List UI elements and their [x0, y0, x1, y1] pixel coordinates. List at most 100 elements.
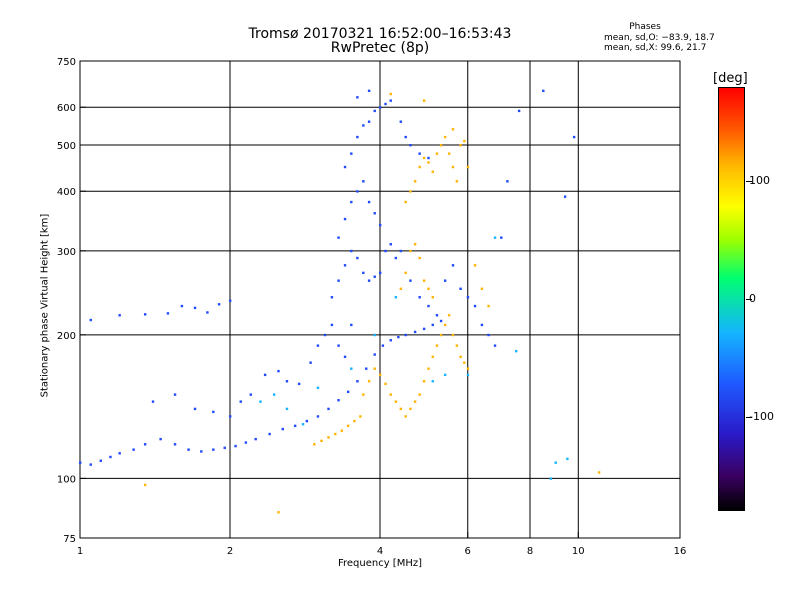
echo-point	[399, 407, 403, 411]
y-tick-label: 400	[57, 187, 76, 198]
echo-point	[143, 443, 147, 446]
echo-point	[493, 344, 497, 347]
echo-point	[212, 410, 215, 414]
echo-point	[337, 344, 340, 347]
x-tick-label: 10	[572, 546, 585, 557]
y-tick-label: 300	[57, 247, 76, 258]
echo-point	[367, 279, 371, 282]
echo-point	[597, 471, 601, 474]
echo-point	[277, 369, 280, 373]
echo-point	[367, 380, 371, 383]
echo-point	[362, 271, 365, 275]
echo-point	[443, 135, 447, 139]
echo-point	[365, 367, 368, 370]
echo-point	[343, 355, 347, 359]
echo-point	[566, 457, 569, 461]
echo-point	[350, 323, 353, 327]
echo-point	[439, 319, 443, 323]
echo-point	[443, 323, 447, 327]
y-tick-label: 600	[57, 103, 76, 114]
echo-point	[422, 380, 426, 383]
echo-point	[384, 102, 387, 106]
echo-point	[293, 424, 297, 428]
echo-point	[418, 393, 421, 396]
echo-point	[409, 143, 412, 147]
echo-point	[431, 296, 434, 299]
echo-point	[373, 333, 376, 337]
echo-point	[379, 106, 382, 109]
echo-point	[327, 436, 330, 439]
echo-point	[373, 212, 376, 215]
echo-point	[422, 99, 426, 102]
echo-point	[118, 314, 121, 317]
echo-point	[389, 393, 392, 396]
echo-point	[487, 333, 490, 337]
echo-point	[554, 461, 557, 464]
x-tick-label: 2	[227, 546, 233, 557]
echo-point	[422, 279, 426, 282]
echo-point	[229, 415, 232, 418]
echo-point	[399, 120, 403, 123]
echo-point	[451, 333, 455, 337]
echo-point	[435, 314, 439, 317]
echo-point	[431, 380, 434, 383]
y-tick-label: 500	[57, 141, 76, 152]
echo-point	[409, 249, 412, 253]
echo-point	[435, 344, 439, 347]
echo-point	[350, 152, 353, 155]
echo-point	[212, 448, 215, 451]
echo-point	[350, 200, 353, 204]
echo-point	[500, 236, 503, 239]
echo-point	[118, 452, 121, 455]
echo-point	[343, 217, 347, 221]
echo-point	[394, 256, 398, 260]
echo-point	[143, 313, 147, 316]
echo-point	[466, 373, 470, 377]
echo-point	[399, 249, 403, 253]
echo-point	[367, 120, 371, 123]
echo-point	[413, 330, 417, 334]
echo-point	[206, 311, 209, 314]
echo-point	[356, 380, 359, 383]
echo-point	[313, 443, 316, 446]
echo-point	[217, 303, 221, 306]
x-axis-label: Frequency [MHz]	[337, 558, 423, 569]
phase-legend-x-stats: mean, sd,X: 99.6, 21.7	[604, 43, 707, 53]
echo-point	[451, 264, 455, 267]
phase-colorbar	[718, 87, 745, 511]
colorbar-tick	[746, 299, 752, 300]
echo-point	[563, 195, 567, 198]
echo-point	[373, 353, 376, 356]
echo-point	[309, 361, 312, 364]
echo-point	[413, 400, 417, 403]
echo-point	[268, 432, 271, 436]
echo-point	[427, 161, 430, 164]
echo-point	[301, 423, 305, 426]
echo-point	[379, 223, 382, 227]
chart-title: Tromsø 20170321 16:52:00–16:53:43	[248, 26, 512, 42]
echo-point	[439, 143, 443, 147]
echo-point	[79, 461, 82, 464]
echo-point	[330, 296, 334, 299]
echo-points	[79, 89, 601, 514]
echo-point	[180, 304, 184, 308]
echo-point	[451, 128, 455, 131]
echo-point	[187, 448, 190, 451]
echo-point	[418, 165, 421, 169]
echo-point	[193, 306, 197, 310]
echo-point	[409, 190, 412, 193]
y-tick-label: 200	[57, 331, 76, 342]
echo-point	[356, 190, 359, 193]
colorbar-tick	[746, 181, 752, 183]
echo-point	[459, 355, 462, 359]
echo-point	[389, 92, 392, 96]
echo-point	[305, 419, 309, 423]
chart-subtitle: RwPretec (8p)	[330, 40, 430, 56]
echo-point	[463, 139, 466, 143]
echo-point	[397, 335, 400, 339]
echo-point	[99, 459, 103, 462]
echo-point	[367, 200, 371, 204]
echo-point	[340, 429, 344, 432]
echo-point	[409, 279, 412, 282]
